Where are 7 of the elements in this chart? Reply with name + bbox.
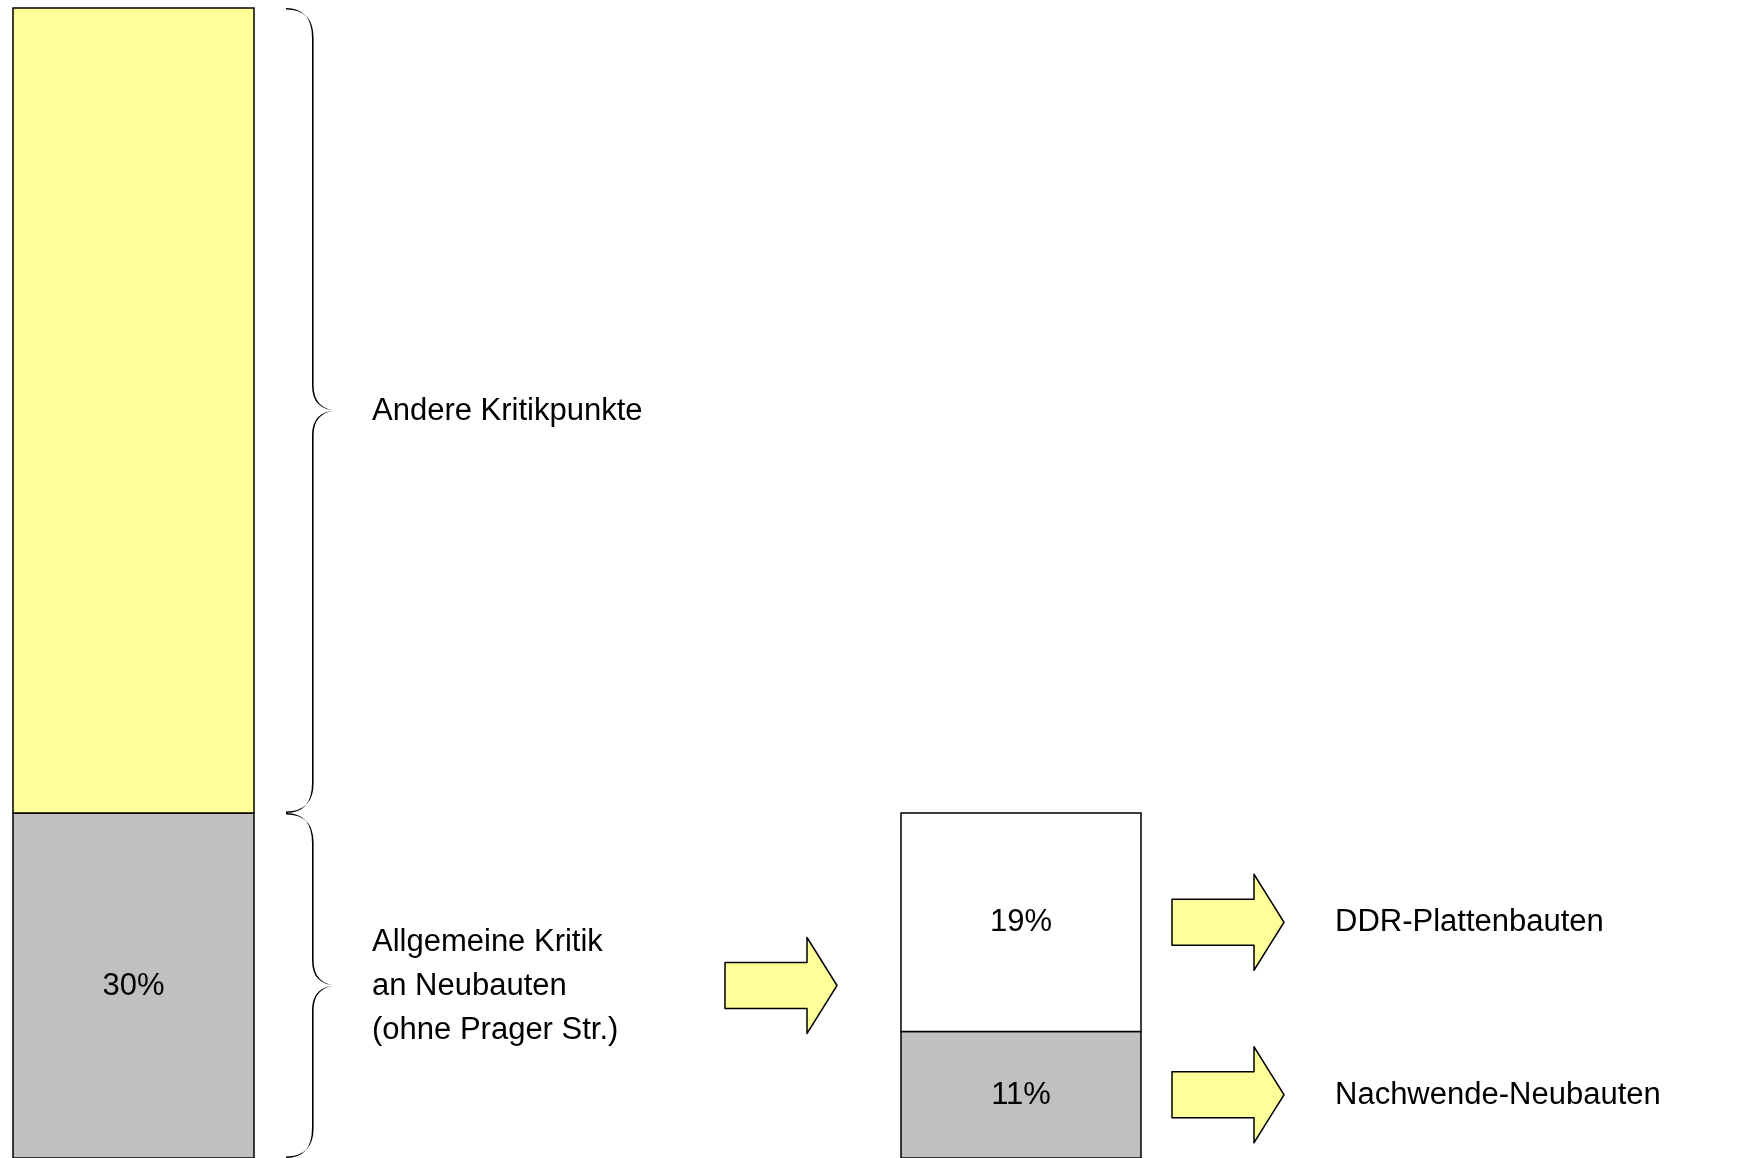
annotation: DDR-Plattenbauten (1335, 903, 1604, 939)
annotation: Nachwende-Neubauten (1335, 1075, 1661, 1111)
data-label: 11% (991, 1075, 1051, 1111)
data-label: 30% (102, 966, 165, 1002)
annotation: Andere Kritikpunkte (372, 391, 643, 427)
data-label: 19% (989, 903, 1053, 939)
annotation: Allgemeine Kritik an Neubauten (ohne Prager Str.) (372, 922, 619, 1046)
